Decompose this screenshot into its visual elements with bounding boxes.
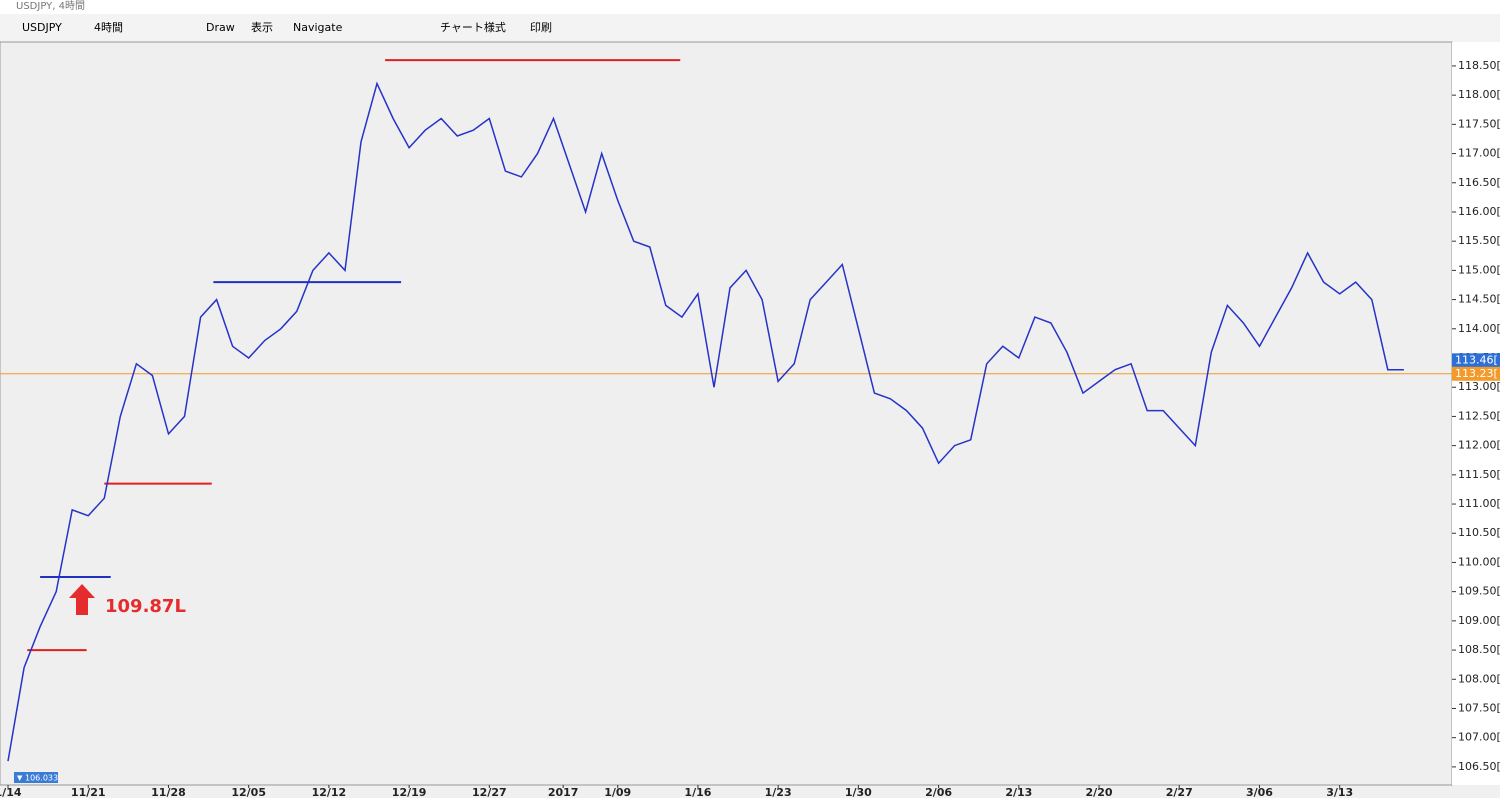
y-tick-label: 111.50[0 — [1458, 468, 1500, 481]
plot-area — [0, 41, 1453, 786]
low-marker-label: 106.033 — [25, 774, 58, 783]
y-tick-label: 116.00[0 — [1458, 205, 1500, 218]
x-tick-label: 3/13 — [1326, 786, 1353, 798]
y-tick-label: 110.50[0 — [1458, 526, 1500, 539]
y-tick-label: 118.00[0 — [1458, 88, 1500, 101]
window-title: USDJPY, 4時間 — [16, 1, 85, 12]
y-tick-label: 107.50[0 — [1458, 701, 1500, 714]
x-tick-label: 12/05 — [231, 786, 266, 798]
y-tick-label: 111.00[0 — [1458, 497, 1500, 510]
y-tick-label: 106.50[0 — [1458, 760, 1500, 773]
y-tick-label: 115.00[0 — [1458, 263, 1500, 276]
price-line — [7, 81, 1404, 762]
x-tick-label: 12/12 — [312, 786, 347, 798]
x-tick-label: 11/28 — [151, 786, 186, 798]
x-tick-label: 2/06 — [925, 786, 952, 798]
toolbar-item[interactable]: 表示 — [251, 21, 273, 34]
y-tick-label: 117.50[0 — [1458, 117, 1500, 130]
toolbar-item[interactable]: Draw — [206, 21, 235, 34]
y-axis-area — [1452, 42, 1500, 785]
toolbar-item[interactable]: 印刷 — [530, 21, 552, 34]
y-tick-label: 110.00[0 — [1458, 555, 1500, 568]
x-tick-label: 1/30 — [845, 786, 872, 798]
title-bar: USDJPY, 4時間 — [0, 0, 1500, 14]
y-tick-label: 108.00[0 — [1458, 672, 1500, 685]
x-tick-label: 1/23 — [765, 786, 792, 798]
x-tick-label: 1/16 — [684, 786, 711, 798]
y-tick-label: 114.00[0 — [1458, 322, 1500, 335]
x-tick-label: 2/27 — [1166, 786, 1193, 798]
arrow — [69, 584, 95, 615]
x-tick-label: 3/06 — [1246, 786, 1273, 798]
y-tick-label: 117.00[0 — [1458, 147, 1500, 160]
toolbar-item[interactable]: Navigate — [293, 21, 343, 34]
price-label: 113.23[ — [1455, 367, 1498, 380]
y-tick-label: 107.00[0 — [1458, 731, 1500, 744]
x-tick-label: 1/14 — [0, 786, 22, 798]
price-label: 113.46[ — [1455, 353, 1498, 366]
low-marker-box — [14, 772, 58, 783]
y-tick-label: 112.00[0 — [1458, 439, 1500, 452]
annotation: 109.87L — [105, 596, 186, 617]
toolbar-item[interactable]: チャート様式 — [440, 21, 506, 34]
y-tick-label: 113.00[0 — [1458, 380, 1500, 393]
x-tick-label: 2/13 — [1005, 786, 1032, 798]
price-label-box — [1452, 353, 1500, 368]
y-tick-label: 109.00[0 — [1458, 614, 1500, 627]
y-tick-label: 116.50[0 — [1458, 176, 1500, 189]
x-tick-label: 1/09 — [604, 786, 631, 798]
y-tick-label: 112.50[0 — [1458, 409, 1500, 422]
low-marker-icon: ▼ — [17, 774, 23, 782]
x-tick-label: 11/21 — [71, 786, 106, 798]
toolbar-item[interactable]: USDJPY — [22, 21, 62, 34]
price-label-box — [1452, 366, 1500, 381]
y-tick-label: 108.50[0 — [1458, 643, 1500, 656]
y-tick-label: 118.50[0 — [1458, 59, 1500, 72]
x-tick-label: 2/20 — [1086, 786, 1113, 798]
y-tick-label: 114.50[0 — [1458, 293, 1500, 306]
x-tick-label: 2017 — [548, 786, 579, 798]
x-tick-label: 12/19 — [392, 786, 427, 798]
toolbar-item[interactable]: 4時間 — [94, 21, 123, 34]
y-tick-label: 109.50[0 — [1458, 585, 1500, 598]
x-tick-label: 12/27 — [472, 786, 507, 798]
y-tick-label: 115.50[0 — [1458, 234, 1500, 247]
